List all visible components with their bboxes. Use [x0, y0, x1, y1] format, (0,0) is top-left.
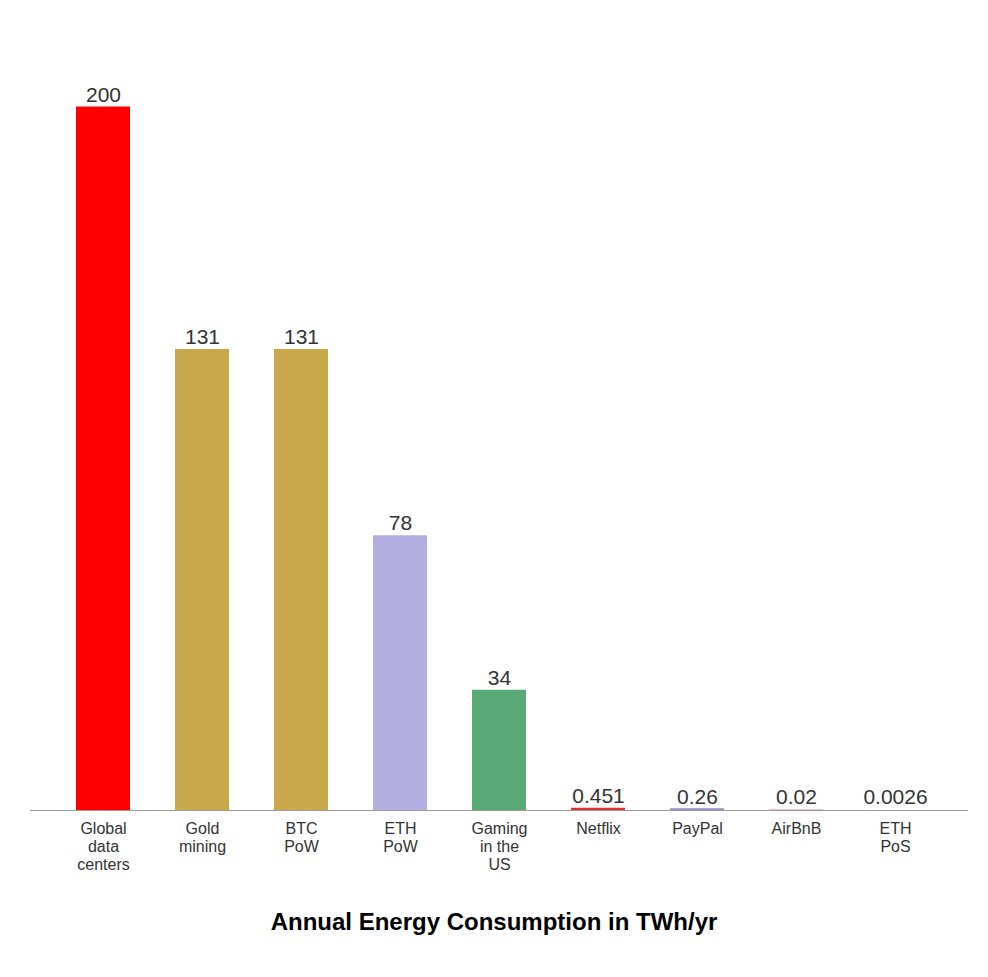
- svg-text:0.451: 0.451: [572, 784, 625, 807]
- svg-text:BTCPoW: BTCPoW: [284, 820, 320, 855]
- svg-text:Globaldatacenters: Globaldatacenters: [77, 820, 129, 874]
- svg-text:AirBnB: AirBnB: [772, 820, 822, 837]
- svg-text:131: 131: [185, 325, 220, 348]
- svg-text:Gamingin theUS: Gamingin theUS: [471, 820, 527, 874]
- svg-text:78: 78: [389, 511, 412, 534]
- svg-text:0.02: 0.02: [776, 785, 817, 808]
- svg-text:ETHPoS: ETHPoS: [880, 820, 912, 855]
- html-text:Annual Energy Consumption in T: Annual Energy Consumption in TWh/yr: [270, 908, 718, 935]
- svg-text:PayPal: PayPal: [672, 820, 723, 837]
- svg-text:ETHPoW: ETHPoW: [383, 820, 419, 855]
- svg-text:Goldmining: Goldmining: [179, 820, 226, 855]
- svg-text:200: 200: [86, 83, 121, 106]
- svg-text:0.26: 0.26: [677, 785, 718, 808]
- svg-text:0.0026: 0.0026: [863, 785, 927, 808]
- svg-text:34: 34: [488, 666, 512, 689]
- svg-text:Netflix: Netflix: [576, 820, 620, 837]
- svg-text:131: 131: [284, 325, 319, 348]
